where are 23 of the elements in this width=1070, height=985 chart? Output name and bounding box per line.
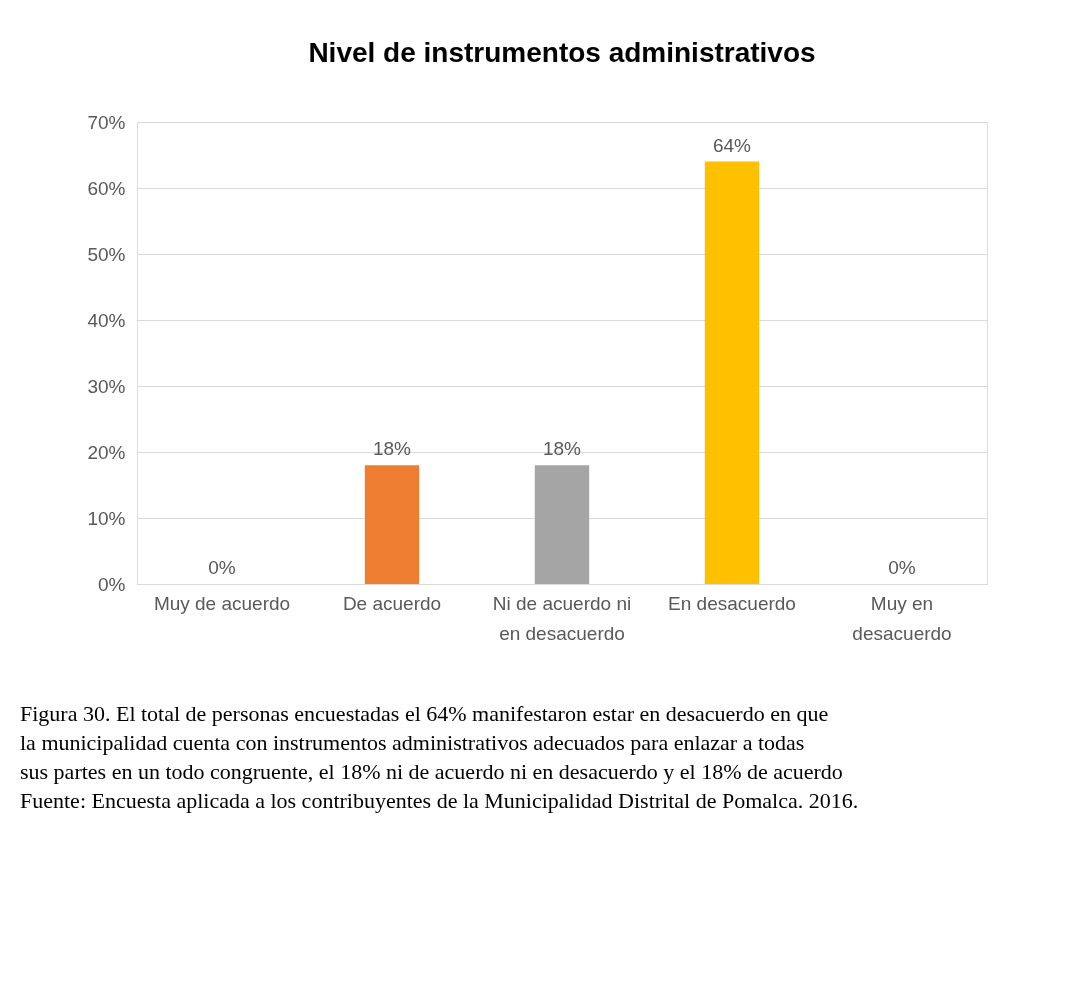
chart-title: Nivel de instrumentos administrativos <box>308 37 816 68</box>
data-label: 0% <box>208 557 236 578</box>
text: sus partes en un todo congruente, el 18% ni de acuerdo ni en desacuerdo y el 18% de acuerdo <box>20 759 843 784</box>
text: Figura 30. El total de personas encuestadas el 64% manifestaron estar en desacuerdo en que <box>20 701 829 726</box>
y-tick-label: 60% <box>87 177 126 199</box>
y-tick-label: 50% <box>87 243 126 265</box>
data-label: 18% <box>372 438 412 460</box>
y-tick-label: 20% <box>87 441 126 463</box>
y-tick-label: 10% <box>87 507 126 529</box>
data-label: 64% <box>712 134 752 156</box>
x-tick-label: De acuerdo <box>342 592 442 614</box>
text: la municipalidad cuenta con instrumentos administrativos adecuados para enlazar a todas <box>20 730 805 755</box>
y-tick-label: 30% <box>87 375 126 397</box>
x-tick-label: Muy de acuerdo <box>153 592 291 614</box>
y-tick-label: 0% <box>98 573 126 595</box>
source-note: Fuente: Encuesta aplicada a los contribuyentes de la Municipalidad Distrital de Pomalca. 2016. <box>20 788 859 813</box>
y-tick-label: 70% <box>87 111 126 133</box>
x-tick-label: Muy en desacuerdo <box>852 592 952 644</box>
x-tick-label: En desacuerdo <box>668 592 796 614</box>
x-tick-label: Ni de acuerdo ni en desacuerdo <box>492 592 632 644</box>
data-label: 18% <box>542 438 582 460</box>
data-label: 0% <box>888 557 916 578</box>
y-tick-label: 40% <box>87 309 126 331</box>
